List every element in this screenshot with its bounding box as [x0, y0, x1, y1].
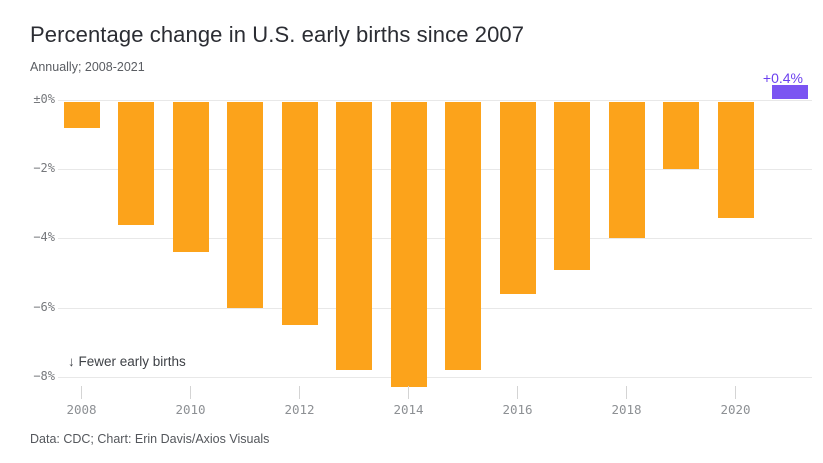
- bar-negative: [608, 102, 645, 239]
- gridline: [58, 307, 812, 309]
- bar-negative: [227, 102, 263, 308]
- gridline: [58, 100, 812, 101]
- x-axis-tick-label: 2012: [284, 402, 315, 417]
- x-axis-tick: [299, 386, 300, 399]
- bar-negative: [499, 102, 536, 294]
- x-axis-tick: [517, 386, 518, 399]
- x-axis-tick-label: 2016: [502, 402, 533, 417]
- gridline: [58, 376, 812, 378]
- fewer-births-annotation: ↓ Fewer early births: [68, 354, 186, 369]
- source-credit: Data: CDC; Chart: Erin Davis/Axios Visua…: [30, 432, 270, 446]
- bar-negative: [717, 102, 754, 218]
- bar-negative: [663, 102, 699, 170]
- bar-negative: [172, 102, 209, 253]
- y-axis-tick-label: ±0%: [33, 92, 55, 106]
- x-axis-tick-label: 2020: [720, 402, 751, 417]
- bar-negative: [445, 102, 481, 370]
- chart-subtitle: Annually; 2008-2021: [30, 60, 145, 74]
- y-axis-tick-label: −2%: [33, 161, 55, 176]
- x-axis-tick-label: 2018: [611, 402, 642, 417]
- x-axis-tick: [408, 386, 409, 399]
- y-axis-tick-label: −6%: [33, 299, 55, 314]
- x-axis-tick-label: 2008: [66, 402, 97, 417]
- gridline: [58, 169, 812, 171]
- x-axis-tick: [626, 386, 627, 399]
- bar-negative: [63, 102, 100, 128]
- bar-negative: [554, 102, 590, 270]
- gridline: [58, 238, 812, 240]
- y-axis-tick-label: −4%: [33, 230, 55, 245]
- bar-negative: [390, 102, 427, 388]
- x-axis-tick: [81, 386, 82, 399]
- bar-negative: [281, 102, 318, 325]
- x-axis-tick: [735, 386, 736, 399]
- bar-positive: [772, 85, 808, 99]
- positive-value-label: +0.4%: [762, 70, 803, 86]
- y-axis-tick-label: −8%: [33, 368, 55, 383]
- bar-negative: [118, 102, 154, 225]
- bar-negative: [336, 102, 372, 370]
- chart-title: Percentage change in U.S. early births s…: [30, 22, 525, 47]
- x-axis-tick: [190, 386, 191, 399]
- x-axis-tick-label: 2014: [393, 402, 424, 417]
- x-axis-tick-label: 2010: [175, 402, 206, 417]
